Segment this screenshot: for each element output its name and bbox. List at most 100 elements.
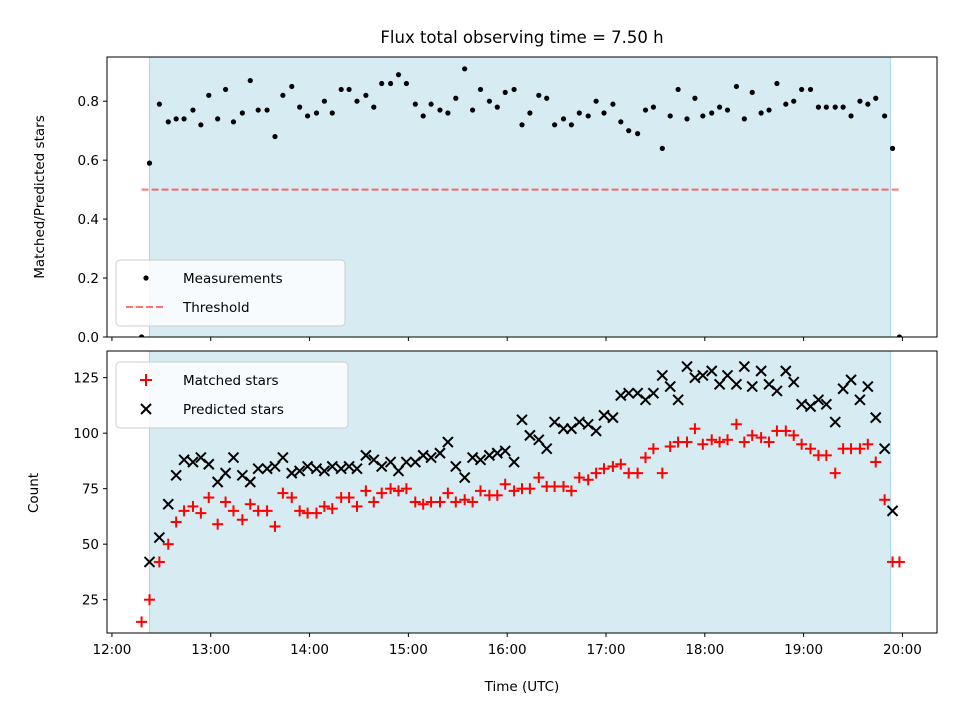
matched-point [533, 472, 545, 484]
predicted-point [706, 365, 718, 377]
predicted-point [375, 460, 388, 473]
measurement-point [453, 95, 459, 101]
matched-point [269, 520, 281, 532]
matched-point [227, 505, 239, 517]
measurement-point [486, 98, 492, 104]
matched-point [417, 498, 429, 510]
measurement-point [181, 116, 187, 122]
predicted-point [845, 374, 857, 386]
predicted-point [450, 460, 462, 473]
matched-point [647, 443, 659, 455]
predicted-point [466, 451, 479, 464]
predicted-point [820, 398, 833, 410]
predicted-point [862, 380, 874, 393]
measurement-point [552, 122, 558, 128]
measurement-point [724, 107, 731, 113]
predicted-point [623, 387, 635, 399]
measurement-point [896, 334, 903, 337]
measurement-point [857, 98, 863, 104]
measurement-point [783, 101, 789, 107]
predicted-point [812, 394, 825, 406]
predicted-point [713, 378, 726, 391]
matched-point [796, 438, 808, 450]
measurement-point [346, 86, 352, 93]
measurement-point [387, 80, 394, 87]
predicted-point [656, 369, 669, 382]
count-y-tick-label: 100 [73, 426, 99, 442]
measurement-point [675, 86, 681, 93]
predicted-point [434, 447, 446, 459]
count-legend-box [115, 361, 349, 429]
predicted-point [746, 380, 758, 393]
x-tick-label: 15:00 [389, 642, 428, 658]
predicted-point [269, 460, 281, 473]
predicted-point [326, 460, 338, 473]
matched-point [524, 483, 536, 495]
matched-point [582, 474, 594, 486]
predicted-point [474, 454, 487, 466]
measurement-point [618, 119, 624, 125]
matched-point [467, 496, 479, 508]
matched-point [632, 467, 644, 479]
measurement-point [593, 98, 599, 104]
predicted-point [178, 454, 190, 466]
legend-predicted-marker [140, 403, 152, 415]
predicted-point [615, 389, 627, 402]
predicted-point [524, 429, 536, 442]
measurement-point [321, 98, 327, 104]
measurement-point [807, 86, 814, 93]
predicted-point [417, 449, 429, 462]
predicted-point [607, 411, 619, 424]
measurement-point [799, 86, 805, 93]
x-tick-label: 20:00 [883, 642, 922, 658]
matched-point [409, 496, 421, 508]
matched-point [343, 492, 355, 504]
predicted-point [277, 451, 289, 464]
measurement-point [198, 122, 204, 128]
count-axes: 25 50 75 100 125 12:00 13:00 14:00 15:00 16:00 17:… [73, 371, 922, 658]
ratio-plot-area [138, 66, 903, 337]
predicted-point [400, 456, 413, 468]
measurement-point [502, 89, 508, 95]
predicted-point [483, 449, 496, 462]
measurement-point [146, 160, 153, 166]
count-legend: Matched stars Predicted stars [115, 361, 349, 429]
measurement-point [272, 133, 278, 140]
predicted-point [318, 465, 331, 477]
measurement-point [469, 107, 476, 113]
measurement-point [659, 145, 665, 151]
matched-point [820, 449, 832, 461]
matched-point [450, 496, 462, 508]
matched-point [136, 616, 148, 628]
measurement-point [635, 131, 641, 137]
matched-point [879, 494, 891, 506]
measurement-point [626, 128, 632, 134]
matched-point [277, 487, 289, 499]
predicted-point [227, 451, 240, 464]
measurement-point [215, 116, 221, 122]
measurement-point [173, 116, 179, 122]
matched-point [805, 443, 817, 455]
matched-point [746, 429, 758, 441]
matched-point [714, 436, 726, 448]
measurement-point [445, 110, 451, 116]
measurement-point [840, 104, 846, 110]
predicted-point [755, 365, 767, 377]
measurement-point [832, 104, 838, 110]
measurement-point [642, 107, 649, 113]
matched-point [615, 458, 627, 470]
matched-point [738, 436, 750, 448]
predicted-point [590, 425, 602, 437]
measurement-point [848, 113, 854, 119]
measurement-point [700, 113, 706, 119]
measurement-point [527, 110, 533, 116]
matched-point [195, 507, 207, 519]
matched-point [385, 483, 397, 495]
measurement-point [494, 104, 500, 110]
measurement-point [601, 110, 607, 116]
measurement-point [156, 101, 162, 107]
predicted-point [664, 380, 676, 393]
measurement-point [403, 80, 409, 87]
predicted-point [697, 369, 709, 382]
matched-point [893, 556, 905, 568]
